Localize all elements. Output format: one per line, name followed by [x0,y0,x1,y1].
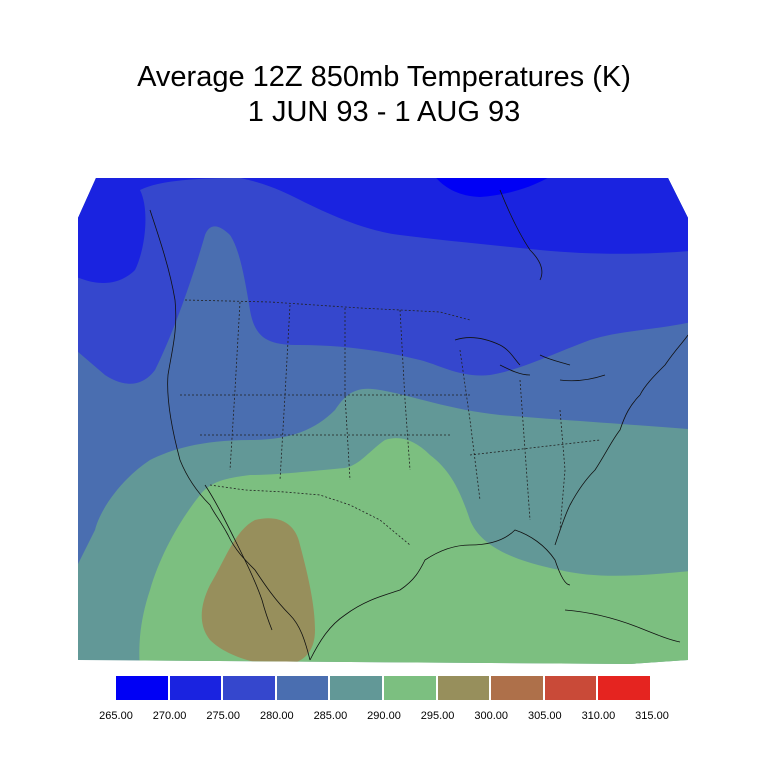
map-title-line1: Average 12Z 850mb Temperatures (K) [137,61,631,93]
colorbar-swatch [384,676,438,700]
great-lakes [454,337,606,382]
colorbar-swatch [169,676,224,700]
us-canada-border [184,299,471,321]
colorbar-label: 285.00 [313,710,348,722]
colorbar-label: 270.00 [152,710,187,722]
state-line-3 [344,308,351,481]
colorbar-swatch [491,676,545,700]
colorbar-swatch [116,676,170,700]
state-line-8 [519,379,531,521]
colorbar-swatch [437,676,492,700]
colorbar-label: 315.00 [635,710,669,722]
atlantic-coastline [554,334,688,546]
baja-coastline [204,484,273,631]
colorbar-label: 275.00 [206,710,241,722]
contour-270-275 [78,178,688,283]
pacific-coastline [149,209,311,661]
state-line-10 [559,409,566,531]
colorbar-label: 300.00 [474,710,509,722]
state-line-4 [399,309,411,471]
colorbar-label: 310.00 [581,710,616,722]
state-line-1 [229,301,241,471]
colorbar-swatch [544,676,599,700]
colorbar-label: 280.00 [259,710,294,722]
colorbar-swatch [598,676,652,700]
colorbar-swatch [276,676,331,700]
colorbar-label: 295.00 [420,710,455,722]
colorbar-label: 265.00 [99,710,133,722]
state-boundaries [180,299,601,546]
cuba-coastline [564,609,681,643]
state-line-7 [459,349,481,501]
state-line-9 [469,439,601,456]
gulf-coastline [309,529,571,661]
hudson-bay-coast [499,189,543,281]
colorbar-label: 290.00 [367,710,401,722]
colorbar-swatch [223,676,277,700]
colorbar-swatch [330,676,384,700]
contour-265-270 [430,178,560,197]
coastlines [149,189,688,661]
contour-fill [78,178,688,664]
contour-295-300 [201,518,315,664]
colorbar-label: 305.00 [527,710,562,722]
map-title-line2: 1 JUN 93 - 1 AUG 93 [247,96,521,128]
